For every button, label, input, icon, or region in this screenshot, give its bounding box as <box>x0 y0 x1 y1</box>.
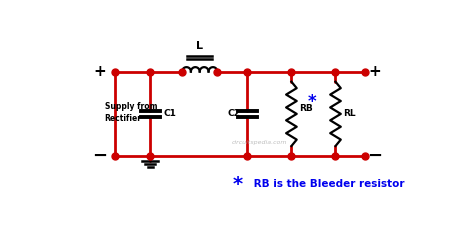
Text: +: + <box>369 64 382 79</box>
Text: circuitspedia.com: circuitspedia.com <box>232 140 287 144</box>
Text: RL: RL <box>344 109 356 118</box>
Text: L: L <box>196 41 203 51</box>
Text: RB: RB <box>300 104 313 113</box>
Text: C2: C2 <box>228 109 241 118</box>
Text: Supply from
Rectifier: Supply from Rectifier <box>104 102 157 123</box>
Text: +: + <box>94 64 107 79</box>
Text: −: − <box>92 147 108 165</box>
Text: RB is the Bleeder resistor: RB is the Bleeder resistor <box>250 179 404 189</box>
Text: *: * <box>233 175 243 194</box>
Text: *: * <box>307 93 316 112</box>
Text: C1: C1 <box>163 109 176 118</box>
Text: −: − <box>368 147 383 165</box>
